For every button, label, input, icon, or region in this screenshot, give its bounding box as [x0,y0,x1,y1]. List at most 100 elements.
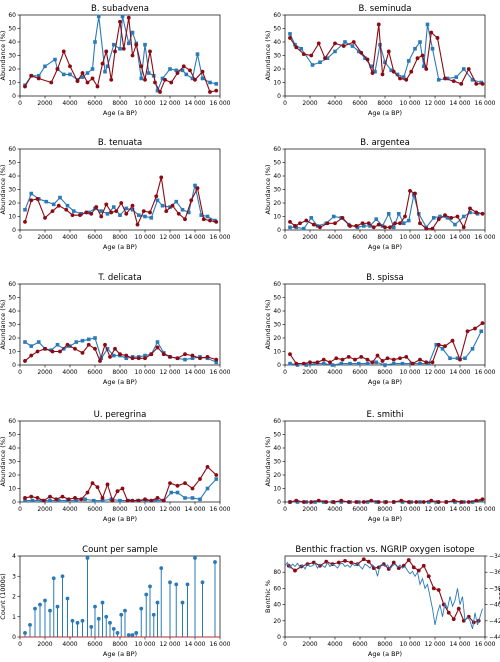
series-1 [23,14,219,93]
data-point-circle [354,500,359,504]
data-point-circle [43,215,47,220]
x-tick-label: 10 000 [135,100,156,107]
y-axis-label: Abundance (%) [264,300,272,350]
data-point-circle [333,221,337,226]
data-point-circle [176,211,181,216]
data-point-circle [429,30,434,35]
panel-title: B. spissa [366,273,404,283]
data-point-circle [29,494,34,499]
data-point-square [425,22,430,27]
y-tick-label: 0 [12,499,16,506]
x-tick-label: 0 [283,234,287,241]
data-point-square [350,44,355,48]
data-point-circle [79,497,84,502]
series-2 [23,342,219,363]
data-point-square [339,361,344,366]
x-tick-label: 8000 [377,234,392,241]
x-tick-label: 2000 [302,234,317,241]
x-tick-label: 12 000 [425,641,446,648]
data-point-circle [359,355,364,359]
y-axis-label: Abundance (%) [264,165,272,215]
y-tick-label: 30 [8,322,16,329]
x-tick-label: 10 000 [400,506,421,513]
data-point-square [160,76,165,81]
data-point-square [208,80,212,85]
data-point-square [23,340,27,344]
data-point-square [160,203,165,208]
y-tick-label: 20 [8,472,16,479]
series-2 [288,497,485,504]
data-point-circle [403,214,407,219]
y-tick-label: 30 [273,322,281,329]
data-point-square [143,214,147,219]
data-point-circle [418,357,422,362]
data-point-circle [376,22,381,27]
data-point-square [29,191,34,196]
data-point-square [23,498,27,503]
x-tick-label: 12 000 [425,234,446,241]
data-point-circle [100,61,105,66]
data-point-circle [214,357,219,362]
data-point-circle [183,352,187,357]
data-point-square [65,203,70,208]
data-point-circle [354,224,359,228]
y-tick-label: 10 [8,486,16,493]
stem-marker [80,618,85,623]
data-point-circle [90,481,95,485]
y-axis-label: Count (1000s) [0,573,7,619]
y-axis-label: Benthic % [264,580,272,613]
data-point-circle [366,221,371,226]
data-point-circle [370,71,375,75]
panel-4: B. argentea 0 2000 4000 6000 8000 10 000 12 000… [264,138,496,251]
data-point-circle [95,84,100,89]
data-point-square [91,498,96,503]
data-point-circle [86,342,91,347]
data-point-circle [95,485,100,490]
series-line [289,331,482,366]
data-point-square [74,498,79,503]
series-line [24,177,217,227]
panel-10: Benthic fraction vs. NGRIP oxygen isotop… [264,545,500,658]
data-point-circle [168,355,172,359]
data-point-square [313,361,317,366]
data-point-square [454,75,459,79]
data-point-square [124,356,129,361]
x-tick-label: 2000 [302,100,317,107]
data-point-square [205,486,210,491]
data-point-circle [183,217,187,222]
data-point-square [395,72,400,77]
data-point-circle [309,500,314,504]
panel-7: U. peregrina 0 2000 4000 6000 8000 10 000 12 00… [0,410,231,523]
data-point-square [118,213,122,217]
data-point-circle [375,353,380,358]
data-point-square [183,357,187,362]
x-tick-label: 6000 [352,234,367,241]
data-point-circle [208,218,212,223]
data-point-circle [158,90,162,94]
x-tick-label: 0 [18,100,22,107]
x-tick-label: 6000 [352,369,367,376]
x-tick-label: 12 000 [160,369,181,376]
data-point-circle [391,357,396,362]
data-point-circle [61,49,66,54]
data-point-circle [100,496,105,500]
y-tick-label: 50 [8,160,16,167]
stem-marker [148,584,152,589]
data-point-square [421,64,426,69]
data-point-square [401,221,406,226]
data-point-circle [385,356,390,361]
data-point-square [309,216,314,220]
data-point-square [383,60,387,65]
data-point-square [301,226,306,231]
data-point-square [149,216,154,220]
x-axis-label: Age (a BP) [368,515,402,523]
x-tick-label: 8000 [377,506,392,513]
data-point-circle [380,359,385,363]
data-point-circle [346,500,351,504]
data-point-square [190,496,195,500]
data-point-square [55,342,60,347]
data-point-circle [168,481,172,485]
y-tick-label: 40 [8,173,16,180]
x-tick-label: 10 000 [400,234,421,241]
data-point-circle [153,80,157,85]
